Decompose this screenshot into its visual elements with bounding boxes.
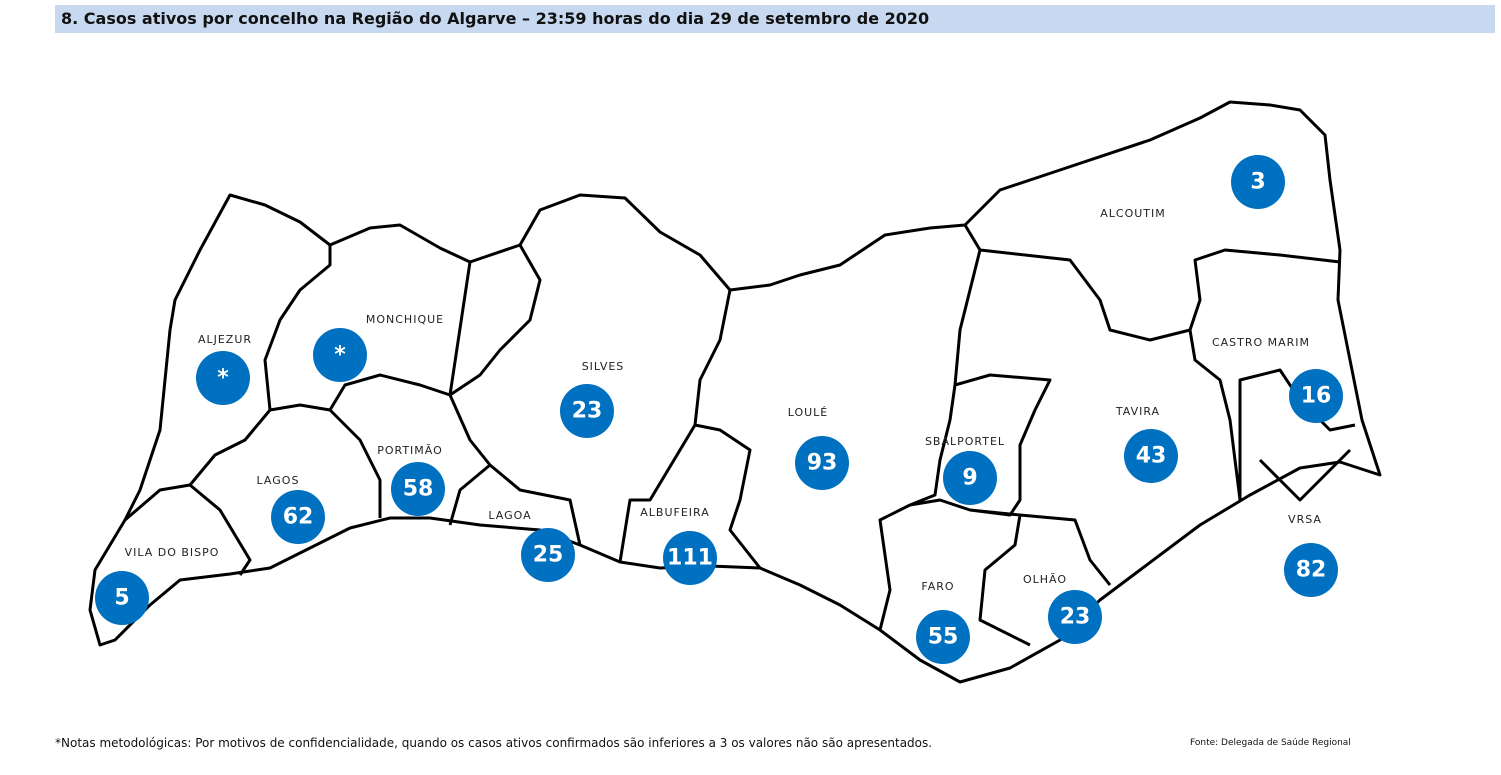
- case-count: 9: [962, 466, 977, 491]
- case-badge: [916, 610, 970, 664]
- municipality-label: SILVES: [582, 360, 625, 373]
- case-count: 23: [572, 399, 603, 424]
- case-count: 82: [1296, 558, 1327, 583]
- case-badge: [391, 462, 445, 516]
- case-count: *: [217, 366, 229, 391]
- case-count: 3: [1250, 170, 1265, 195]
- case-count: 62: [283, 505, 314, 530]
- case-badge: [271, 490, 325, 544]
- case-badge: [1124, 429, 1178, 483]
- region-outline: [88, 100, 1382, 684]
- municipality-label: ALCOUTIM: [1100, 207, 1166, 220]
- case-count: 16: [1301, 384, 1332, 409]
- case-count: 55: [928, 625, 959, 650]
- municipality-label: FARO: [921, 580, 954, 593]
- municipality-label: TAVIRA: [1115, 405, 1160, 418]
- case-count: *: [334, 343, 346, 368]
- municipality-label: MONCHIQUE: [366, 313, 444, 326]
- municipality-label: VRSA: [1288, 513, 1322, 526]
- municipality-label: PORTIMÃO: [377, 444, 443, 457]
- municipality-label: VILA DO BISPO: [125, 546, 220, 559]
- municipality-label: ALBUFEIRA: [640, 506, 710, 519]
- case-badge: [943, 451, 997, 505]
- case-count: 25: [533, 543, 564, 568]
- case-badge: [1284, 543, 1338, 597]
- case-count: 58: [403, 477, 434, 502]
- case-count: 111: [667, 546, 713, 571]
- case-badge: [795, 436, 849, 490]
- borders: [124, 224, 1356, 647]
- case-badge: [1048, 590, 1102, 644]
- case-badge: [560, 384, 614, 438]
- case-count: 5: [114, 586, 129, 611]
- title: 8. Casos ativos por concelho na Região d…: [55, 5, 1495, 33]
- footnote: *Notas metodológicas: Por motivos de con…: [55, 736, 933, 750]
- case-badge: [1231, 155, 1285, 209]
- source: Fonte: Delegada de Saúde Regional: [1190, 738, 1351, 748]
- case-badge: [521, 528, 575, 582]
- case-badge: [663, 531, 717, 585]
- case-count: 43: [1136, 444, 1167, 469]
- case-count: 23: [1060, 605, 1091, 630]
- case-badge: [313, 328, 367, 382]
- municipality-label: ALJEZUR: [198, 333, 252, 346]
- municipality-label: LAGOS: [257, 474, 300, 487]
- municipality-label: LAGOA: [488, 509, 531, 522]
- municipality-label: SBALPORTEL: [925, 435, 1005, 448]
- case-count: 93: [807, 451, 838, 476]
- municipality-label: LOULÉ: [788, 406, 829, 419]
- case-badge: [95, 571, 149, 625]
- case-badge: [1289, 369, 1343, 423]
- municipality-label: OLHÃO: [1023, 573, 1067, 586]
- case-badge: [196, 351, 250, 405]
- municipality-label: CASTRO MARIM: [1212, 336, 1310, 349]
